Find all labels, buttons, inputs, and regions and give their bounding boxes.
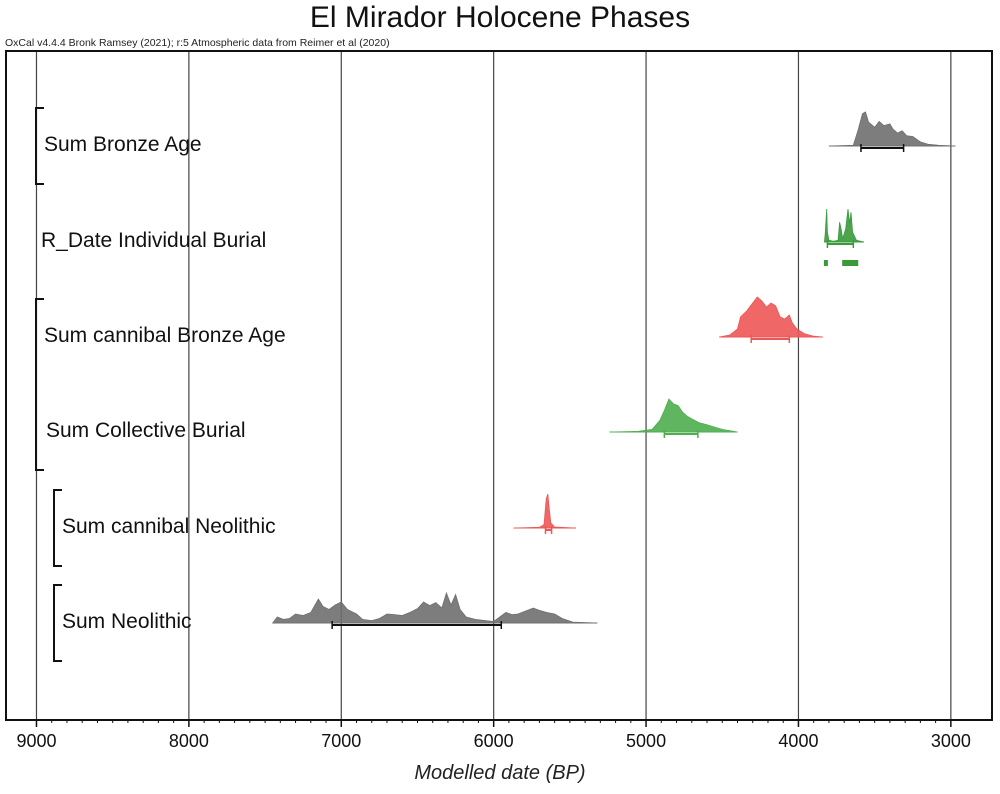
x-tick-label-9000: 9000 xyxy=(16,731,56,751)
chart-subtitle: OxCal v4.4.4 Bronk Ramsey (2021); r:5 At… xyxy=(5,37,390,49)
distribution-1 xyxy=(823,208,865,243)
plot-frame xyxy=(5,50,993,721)
x-axis-label: Modelled date (BP) xyxy=(414,762,586,784)
x-tick-label-8000: 8000 xyxy=(169,731,209,751)
row-label-3: Sum Collective Burial xyxy=(46,419,246,442)
distribution-3 xyxy=(609,398,738,433)
x-tick-label-3000: 3000 xyxy=(931,731,971,751)
row-label-4: Sum cannibal Neolithic xyxy=(62,515,276,538)
distribution-4 xyxy=(513,493,577,529)
x-tick-label-5000: 5000 xyxy=(626,731,666,751)
group-bracket-2 xyxy=(53,489,62,567)
row-label-5: Sum Neolithic xyxy=(62,610,192,633)
chart-title: El Mirador Holocene Phases xyxy=(309,1,691,34)
individual-date-mark-1 xyxy=(842,260,853,266)
row-label-1: R_Date Individual Burial xyxy=(41,229,266,252)
group-bracket-1 xyxy=(35,298,44,471)
distribution-0 xyxy=(828,111,956,147)
individual-date-mark-0 xyxy=(823,260,828,266)
distribution-5 xyxy=(271,591,598,624)
individual-date-mark-2 xyxy=(848,260,859,266)
row-label-0: Sum Bronze Age xyxy=(44,133,202,156)
group-bracket-3 xyxy=(53,584,62,662)
distribution-2 xyxy=(719,296,823,338)
x-tick-label-7000: 7000 xyxy=(321,731,361,751)
group-bracket-0 xyxy=(35,107,44,185)
x-tick-label-4000: 4000 xyxy=(778,731,818,751)
x-tick-label-6000: 6000 xyxy=(474,731,514,751)
row-label-2: Sum cannibal Bronze Age xyxy=(44,324,286,347)
